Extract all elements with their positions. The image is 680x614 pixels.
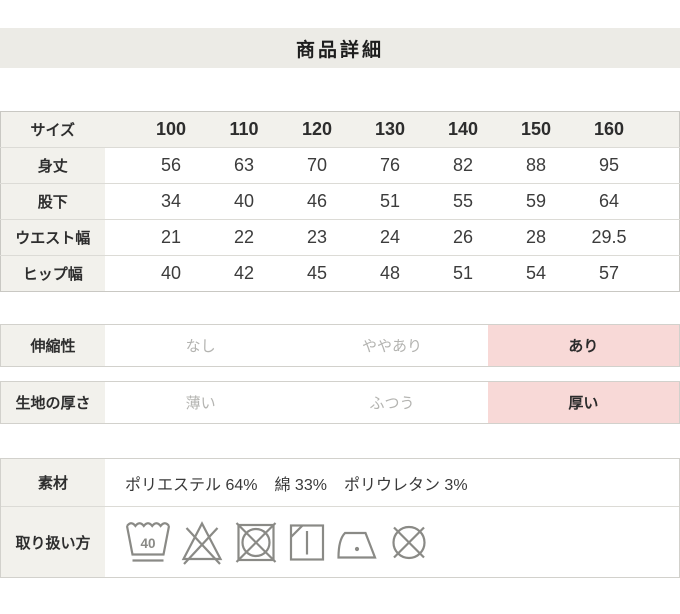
- line-dry-in-shade-icon: [289, 524, 325, 561]
- size-header-cell: 160: [572, 111, 646, 148]
- iron-low-heat-icon: [337, 531, 377, 559]
- spec-row-label: ウエスト幅: [0, 219, 105, 256]
- material-row: 素材 ポリエステル 64% 綿 33% ポリウレタン 3%: [1, 459, 679, 506]
- spacer-cell: [646, 220, 680, 256]
- no-tumble-dry-icon: [235, 522, 277, 563]
- size-spec-table: サイズ 100 110 120 130 140 150 160 身丈 56 63…: [0, 111, 680, 292]
- option-cell-selected: 厚い: [487, 382, 679, 423]
- spec-value-cell: 70: [306, 155, 328, 175]
- no-bleach-icon: [181, 521, 223, 565]
- spec-row: 身丈 56 63 70 76 82 88 95: [0, 147, 680, 184]
- wash-40-gentle-icon: 40: [125, 522, 171, 562]
- spacer-cell: [105, 220, 135, 256]
- spec-row: 股下 34 40 46 51 55 59 64: [0, 183, 680, 220]
- spec-value-cell: 88: [525, 155, 547, 175]
- spec-value-cell: 63: [233, 155, 255, 175]
- spec-row-label: ヒップ幅: [0, 255, 105, 292]
- spec-value-cell: 56: [160, 155, 182, 175]
- spec-value-cell: 34: [160, 191, 182, 211]
- spec-value-cell: 64: [598, 191, 620, 211]
- spec-value-cell: 40: [160, 263, 182, 283]
- care-label: 取り扱い方: [1, 507, 105, 577]
- size-header-cell: 110: [207, 111, 281, 148]
- spec-value-cell: 48: [379, 263, 401, 283]
- option-cell: なし: [105, 325, 297, 366]
- spec-row-label: 身丈: [0, 147, 105, 184]
- option-cell: 薄い: [105, 382, 297, 423]
- no-dry-clean-icon: [392, 525, 426, 560]
- size-header-cell: 130: [353, 111, 427, 148]
- material-item: ポリウレタン 3%: [343, 476, 468, 494]
- attribute-row-thickness: 生地の厚さ 薄い ふつう 厚い: [0, 381, 680, 424]
- spacer-cell: [105, 148, 135, 184]
- spec-value-cell: 21: [160, 227, 182, 247]
- spacer-cell: [105, 256, 135, 292]
- material-care-table: 素材 ポリエステル 64% 綿 33% ポリウレタン 3% 取り扱い方 40: [0, 458, 680, 578]
- attribute-row-stretch: 伸縮性 なし ややあり あり: [0, 324, 680, 367]
- spec-value-cell: 59: [525, 191, 547, 211]
- spacer-cell: [105, 184, 135, 220]
- material-item: ポリエステル 64%: [125, 476, 258, 494]
- title-bar: 商品詳細: [0, 28, 680, 68]
- care-icons: 40: [105, 507, 679, 577]
- spec-value-cell: 26: [452, 227, 474, 247]
- material-values: ポリエステル 64% 綿 33% ポリウレタン 3%: [105, 459, 679, 506]
- spec-value-cell: 55: [452, 191, 474, 211]
- spec-row-label: 股下: [0, 183, 105, 220]
- spacer-cell: [646, 148, 680, 184]
- spacer-cell: [646, 256, 680, 292]
- size-header-cell: 100: [134, 111, 208, 148]
- size-header-cell: 120: [280, 111, 354, 148]
- spec-value-cell: 23: [306, 227, 328, 247]
- attribute-label: 伸縮性: [1, 325, 105, 366]
- spec-value-cell: 57: [598, 263, 620, 283]
- spacer-cell: [104, 111, 135, 148]
- material-item: 綿 33%: [274, 476, 327, 494]
- option-cell: ふつう: [296, 382, 488, 423]
- spec-value-cell: 24: [379, 227, 401, 247]
- spacer-cell: [645, 111, 680, 148]
- spec-value-cell: 45: [306, 263, 328, 283]
- size-header-cell: 140: [426, 111, 500, 148]
- spec-value-cell: 22: [233, 227, 255, 247]
- spec-row: ヒップ幅 40 42 45 48 51 54 57: [0, 255, 680, 292]
- spec-value-cell: 95: [598, 155, 620, 175]
- wash-temp-label: 40: [140, 536, 155, 551]
- spec-value-cell: 82: [452, 155, 474, 175]
- spec-value-cell: 51: [379, 191, 401, 211]
- size-header-cell: 150: [499, 111, 573, 148]
- size-header-label: サイズ: [0, 111, 105, 148]
- page-title: 商品詳細: [295, 39, 384, 61]
- spec-value-cell: 40: [233, 191, 255, 211]
- care-row: 取り扱い方 40: [1, 506, 679, 577]
- spec-value-cell: 42: [233, 263, 255, 283]
- spec-row: ウエスト幅 21 22 23 24 26 28 29.5: [0, 219, 680, 256]
- spec-value-cell: 28: [525, 227, 547, 247]
- option-cell: ややあり: [296, 325, 488, 366]
- spec-value-cell: 29.5: [591, 227, 627, 247]
- spec-value-cell: 54: [525, 263, 547, 283]
- size-header-row: サイズ 100 110 120 130 140 150 160: [0, 111, 680, 148]
- option-cell-selected: あり: [487, 325, 679, 366]
- spec-value-cell: 76: [379, 155, 401, 175]
- spacer-cell: [646, 184, 680, 220]
- material-label: 素材: [1, 459, 105, 506]
- spec-value-cell: 51: [452, 263, 474, 283]
- spec-value-cell: 46: [306, 191, 328, 211]
- attribute-label: 生地の厚さ: [1, 382, 105, 423]
